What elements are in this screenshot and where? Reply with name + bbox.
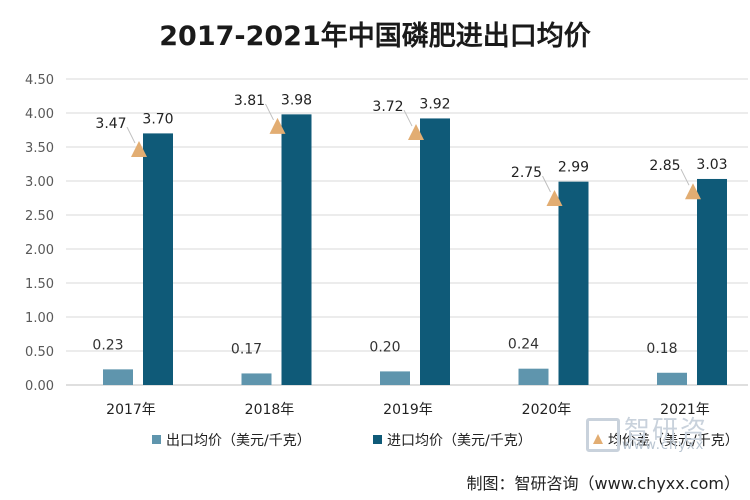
y-tick-label: 3.50 xyxy=(25,141,54,156)
y-tick-label: 0.50 xyxy=(25,345,54,360)
leader-line xyxy=(680,168,690,186)
legend-swatch xyxy=(593,434,603,444)
bar-export xyxy=(241,373,272,385)
data-label-diff: 3.47 xyxy=(95,116,126,132)
y-tick-label: 2.50 xyxy=(25,209,54,224)
chart-title: 2017-2021年中国磷肥进出口均价 xyxy=(159,21,591,52)
y-tick-label: 4.50 xyxy=(25,73,54,88)
bar-export xyxy=(103,369,133,385)
data-label-diff: 3.72 xyxy=(372,99,403,115)
leader-line xyxy=(126,126,136,144)
leader-line xyxy=(403,109,413,127)
data-label-export: 0.18 xyxy=(646,341,677,357)
watermark-url: www.chyxx xyxy=(622,438,705,453)
data-label-import: 3.03 xyxy=(696,157,727,173)
x-tick-label: 2019年 xyxy=(383,402,433,418)
data-label-import: 3.70 xyxy=(142,111,173,127)
x-tick-label: 2018年 xyxy=(245,402,295,418)
y-tick-label: 4.00 xyxy=(25,107,54,122)
y-tick-label: 0.00 xyxy=(25,379,54,394)
x-tick-label: 2017年 xyxy=(106,402,156,418)
legend-swatch xyxy=(373,435,382,444)
marker-diff xyxy=(269,117,286,134)
legend-label: 出口均价（美元/千克） xyxy=(166,433,311,449)
y-tick-label: 2.00 xyxy=(25,243,54,258)
source-note: 制图：智研咨询（www.chyxx.com） xyxy=(466,474,740,493)
data-label-diff: 2.75 xyxy=(511,165,542,181)
data-label-export: 0.24 xyxy=(508,337,539,353)
bar-export xyxy=(518,368,549,385)
bar-export xyxy=(380,371,410,385)
bar-import xyxy=(420,118,450,385)
leader-line xyxy=(265,103,274,121)
watermark: 智研咨 www.chyxx xyxy=(586,416,750,462)
data-label-diff: 2.85 xyxy=(649,158,680,174)
data-label-diff: 3.81 xyxy=(234,93,265,109)
marker-diff xyxy=(408,124,424,141)
leader-line xyxy=(542,175,551,193)
watermark-text: 智研咨 xyxy=(624,416,709,446)
data-label-import: 3.92 xyxy=(419,96,450,112)
bar-import xyxy=(697,178,727,385)
data-label-export: 0.23 xyxy=(92,337,123,353)
y-tick-label: 1.50 xyxy=(25,277,54,292)
legend-swatch xyxy=(152,435,161,444)
bar-import xyxy=(281,114,312,386)
data-label-export: 0.20 xyxy=(369,339,400,355)
bar-import xyxy=(143,133,173,385)
x-tick-label: 2020年 xyxy=(522,402,572,418)
data-label-export: 0.17 xyxy=(231,341,262,357)
data-label-import: 3.98 xyxy=(281,92,312,108)
bar-import xyxy=(558,181,589,385)
watermark-logo-icon xyxy=(586,418,620,452)
marker-diff xyxy=(131,141,147,158)
marker-diff xyxy=(546,190,563,206)
data-label-import: 2.99 xyxy=(558,160,589,176)
legend-label: 均价差（美元/千克） xyxy=(608,433,739,449)
bar-export xyxy=(657,372,687,385)
x-tick-label: 2021年 xyxy=(660,402,710,418)
legend-label: 进口均价（美元/千克） xyxy=(387,433,532,449)
y-tick-label: 1.00 xyxy=(25,311,54,326)
marker-diff xyxy=(685,183,701,200)
y-tick-label: 3.00 xyxy=(25,175,54,190)
